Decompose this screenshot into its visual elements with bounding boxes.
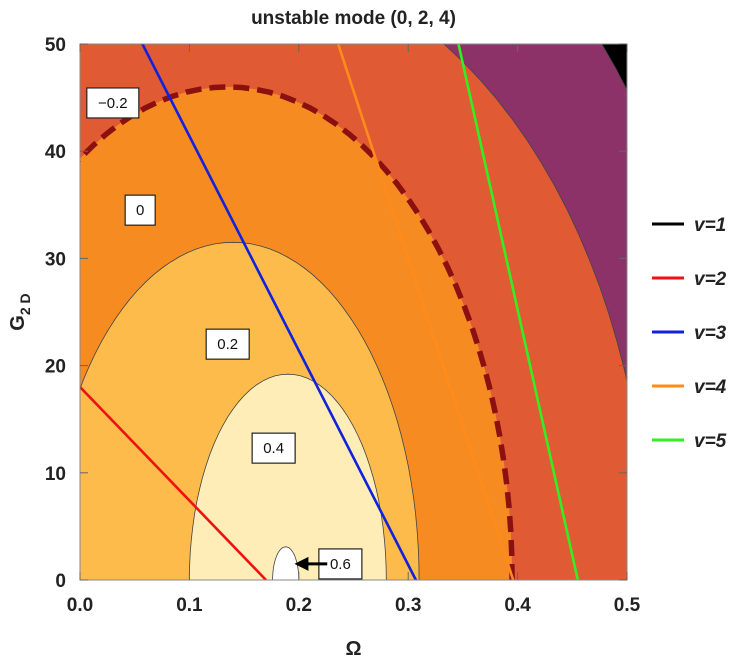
legend-item: v=1 bbox=[652, 215, 726, 236]
y-axis-title-main: G bbox=[7, 315, 29, 331]
contour-label-text: 0.2 bbox=[217, 336, 238, 353]
contour-label-layer: −0.2 0 0.2 0.4 0.6 bbox=[86, 87, 363, 580]
y-tick-label: 50 bbox=[45, 35, 66, 56]
x-tick-label: 0.3 bbox=[395, 595, 421, 616]
legend-label: v=1 bbox=[694, 215, 726, 236]
y-tick-label: 20 bbox=[45, 357, 66, 378]
x-tick-label: 0.1 bbox=[176, 595, 203, 616]
legend-item: v=2 bbox=[652, 269, 727, 290]
contour-label: 0.4 bbox=[251, 432, 296, 464]
x-tick-label: 0.4 bbox=[504, 595, 531, 616]
plot-border bbox=[79, 43, 628, 581]
legend: v=1 v=2 v=3 v=4 v=5 bbox=[652, 215, 727, 452]
y-axis-title: G2 D bbox=[7, 293, 33, 330]
contour-region-layer bbox=[80, 44, 627, 580]
series-line-v-5 bbox=[457, 44, 580, 580]
contour-label: −0.2 bbox=[86, 87, 140, 119]
contour-label: 0.2 bbox=[205, 328, 250, 360]
legend-item: v=3 bbox=[652, 323, 727, 344]
series-line-v-2 bbox=[80, 386, 267, 580]
chart-title: unstable mode (0, 2, 4) bbox=[251, 8, 456, 29]
legend-label: v=3 bbox=[694, 323, 727, 344]
mode-line-layer bbox=[80, 44, 580, 580]
x-tick-label: 0.5 bbox=[614, 595, 641, 616]
contour-label: 0 bbox=[124, 194, 156, 226]
y-tick-label: 10 bbox=[45, 464, 66, 485]
legend-label: v=5 bbox=[694, 431, 727, 452]
y-axis-title-subscript: 2 D bbox=[17, 293, 33, 315]
legend-item: v=4 bbox=[652, 377, 727, 398]
series-line-v-3 bbox=[141, 44, 418, 580]
y-tick-label: 30 bbox=[45, 249, 66, 270]
contour-label-text: 0.6 bbox=[330, 556, 351, 573]
x-tick-label: 0.2 bbox=[286, 595, 312, 616]
x-tick-label: 0.0 bbox=[67, 595, 93, 616]
zero-growth-contour bbox=[80, 84, 515, 580]
legend-label: v=2 bbox=[694, 269, 727, 290]
contour-label-text: −0.2 bbox=[98, 95, 128, 112]
series-line-v-4 bbox=[336, 44, 515, 580]
x-axis-title: Ω bbox=[345, 638, 361, 660]
contour-label-arrow bbox=[294, 556, 328, 571]
y-tick-label: 0 bbox=[55, 571, 66, 592]
contour-label-text: 0 bbox=[136, 202, 144, 219]
legend-label: v=4 bbox=[694, 377, 727, 398]
y-tick-label: 40 bbox=[45, 142, 66, 163]
plot-frame bbox=[79, 43, 628, 581]
legend-item: v=5 bbox=[652, 431, 727, 452]
axes-layer: 0.0 0.1 0.2 0.3 0.4 0.5 0 10 20 30 40 50 bbox=[45, 35, 641, 616]
contour-label-text: 0.4 bbox=[263, 440, 284, 457]
